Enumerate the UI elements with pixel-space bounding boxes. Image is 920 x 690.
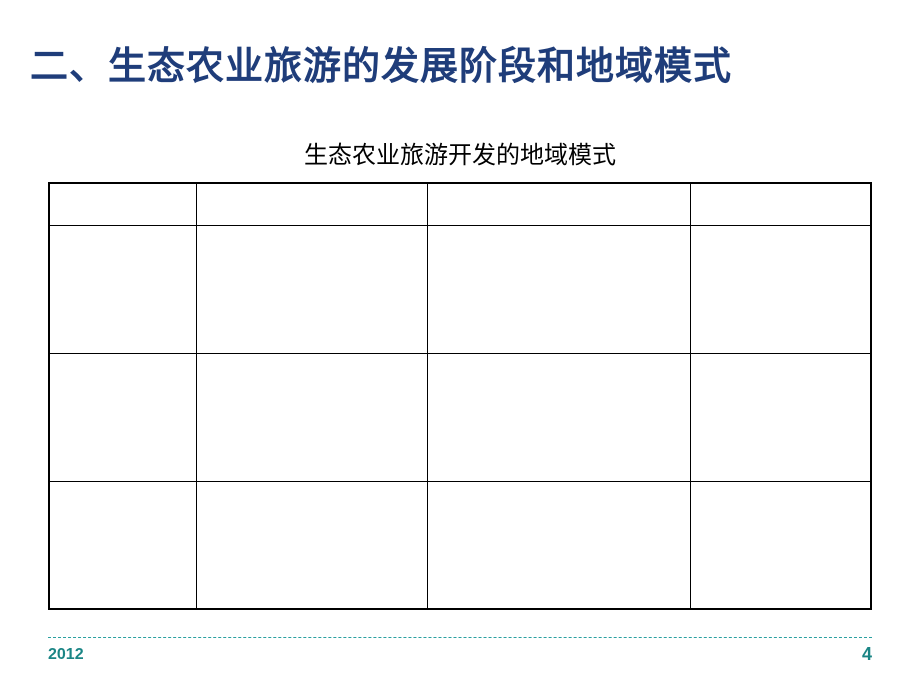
table-cell bbox=[197, 183, 427, 225]
table-cell bbox=[49, 183, 197, 225]
table-cell bbox=[197, 481, 427, 609]
table-cell bbox=[49, 481, 197, 609]
table-cell bbox=[49, 353, 197, 481]
table-subtitle: 生态农业旅游开发的地域模式 bbox=[0, 135, 920, 170]
table-row bbox=[49, 183, 871, 225]
table-cell bbox=[427, 225, 690, 353]
table-cell bbox=[49, 225, 197, 353]
table-container bbox=[48, 182, 872, 610]
footer-divider bbox=[48, 637, 872, 638]
table-cell bbox=[197, 225, 427, 353]
table-row bbox=[49, 225, 871, 353]
footer-year: 2012 bbox=[48, 646, 84, 664]
table-row bbox=[49, 481, 871, 609]
table-cell bbox=[427, 183, 690, 225]
slide-footer: 2012 4 bbox=[0, 644, 920, 665]
table-row bbox=[49, 353, 871, 481]
content-table bbox=[48, 182, 872, 610]
table-cell bbox=[427, 353, 690, 481]
table-cell bbox=[690, 481, 871, 609]
table-cell bbox=[690, 225, 871, 353]
table-cell bbox=[690, 183, 871, 225]
table-cell bbox=[197, 353, 427, 481]
table-cell bbox=[690, 353, 871, 481]
footer-page-number: 4 bbox=[862, 644, 872, 665]
table-cell bbox=[427, 481, 690, 609]
slide-title: 二、生态农业旅游的发展阶段和地域模式 bbox=[0, 0, 920, 110]
